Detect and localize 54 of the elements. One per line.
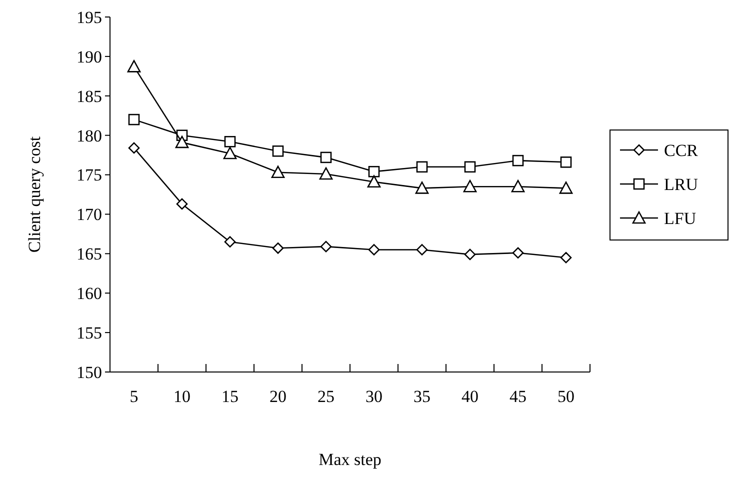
point <box>272 242 284 254</box>
point <box>128 142 140 154</box>
y-tick-label: 170 <box>76 205 102 224</box>
point <box>512 154 524 166</box>
x-tick-label: 50 <box>558 387 574 406</box>
point <box>272 145 284 157</box>
point <box>464 161 476 173</box>
legend-label: CCR <box>664 140 699 160</box>
x-tick-label: 30 <box>366 387 382 406</box>
point <box>368 166 380 178</box>
point <box>319 167 333 180</box>
point <box>224 236 236 248</box>
legend-label: LFU <box>664 208 696 228</box>
point <box>176 198 188 210</box>
point <box>416 244 428 256</box>
point <box>224 136 236 148</box>
point <box>320 240 332 252</box>
y-tick-label: 175 <box>76 166 102 185</box>
point <box>320 152 332 164</box>
y-tick-label: 165 <box>76 244 102 264</box>
point <box>511 180 525 192</box>
point <box>223 146 237 160</box>
point <box>512 247 524 259</box>
point <box>560 156 572 168</box>
point <box>559 182 573 194</box>
legend-label: LRU <box>664 174 698 194</box>
point <box>127 60 141 72</box>
point <box>271 166 285 178</box>
x-tick-label: 15 <box>222 387 238 406</box>
point <box>463 180 477 192</box>
y-tick-label: 160 <box>76 284 102 304</box>
x-axis-title: Max step <box>318 450 382 469</box>
y-tick-label: 180 <box>76 126 102 146</box>
point <box>464 248 476 260</box>
x-tick-label: 35 <box>414 387 430 406</box>
x-tick-label: 40 <box>462 387 478 406</box>
y-tick-label: 190 <box>76 47 102 66</box>
point <box>415 182 429 194</box>
y-tick-label: 155 <box>76 324 102 343</box>
y-tick-label: 150 <box>76 362 102 382</box>
point <box>416 161 428 173</box>
point <box>367 175 381 188</box>
point <box>175 136 189 148</box>
x-tick-label: 10 <box>174 387 190 406</box>
point <box>368 244 380 256</box>
x-tick-label: 5 <box>130 387 138 406</box>
y-tick-label: 185 <box>76 86 102 106</box>
x-tick-label: 20 <box>270 387 286 406</box>
point <box>560 252 572 264</box>
y-tick-label: 195 <box>76 8 102 27</box>
point <box>128 114 140 126</box>
x-tick-label: 25 <box>318 387 334 406</box>
y-axis-title: Client query cost <box>25 136 44 253</box>
x-tick-label: 45 <box>510 387 526 406</box>
